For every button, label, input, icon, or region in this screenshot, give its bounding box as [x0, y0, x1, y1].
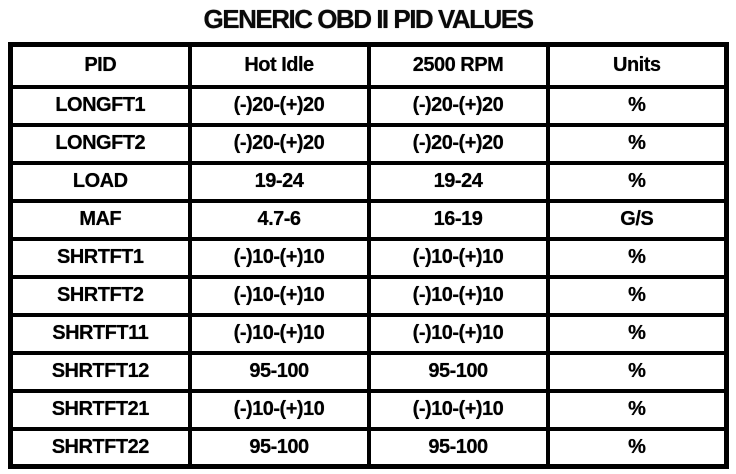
pid-cell: SHRTFT12	[8, 350, 192, 393]
table-row: MAF 4.7-6 16-19 G/S	[8, 198, 729, 241]
rpm-2500-cell: (-)20-(+)20	[366, 122, 550, 165]
hot-idle-cell: (-)10-(+)10	[187, 388, 371, 431]
pid-cell: LOAD	[8, 160, 192, 203]
rpm-2500-cell: (-)10-(+)10	[366, 388, 550, 431]
table-row: SHRTFT12 95-100 95-100 %	[8, 350, 729, 393]
col-header-units: Units	[545, 42, 729, 89]
rpm-2500-cell: 19-24	[366, 160, 550, 203]
table-row: LONGFT1 (-)20-(+)20 (-)20-(+)20 %	[8, 84, 729, 127]
hot-idle-cell: (-)20-(+)20	[187, 122, 371, 165]
hot-idle-cell: 19-24	[187, 160, 371, 203]
pid-cell: SHRTFT11	[8, 312, 192, 355]
col-header-2500-rpm: 2500 RPM	[366, 42, 550, 89]
units-cell: %	[545, 236, 729, 279]
table-row: SHRTFT1 (-)10-(+)10 (-)10-(+)10 %	[8, 236, 729, 279]
table-row: SHRTFT22 95-100 95-100 %	[8, 426, 729, 469]
page-title: GENERIC OBD II PID VALUES	[203, 4, 534, 34]
pid-cell: SHRTFT1	[8, 236, 192, 279]
rpm-2500-cell: (-)10-(+)10	[366, 236, 550, 279]
table-row: LONGFT2 (-)20-(+)20 (-)20-(+)20 %	[8, 122, 729, 165]
units-cell: %	[545, 426, 729, 469]
col-header-pid: PID	[8, 42, 192, 89]
units-cell: %	[545, 312, 729, 355]
pid-cell: LONGFT2	[8, 122, 192, 165]
units-cell: %	[545, 160, 729, 203]
hot-idle-cell: 4.7-6	[187, 198, 371, 241]
pid-cell: SHRTFT21	[8, 388, 192, 431]
pid-cell: SHRTFT2	[8, 274, 192, 317]
hot-idle-cell: (-)10-(+)10	[187, 274, 371, 317]
units-cell: %	[545, 84, 729, 127]
hot-idle-cell: 95-100	[187, 350, 371, 393]
hot-idle-cell: (-)20-(+)20	[187, 84, 371, 127]
pid-cell: MAF	[8, 198, 192, 241]
units-cell: %	[545, 350, 729, 393]
hot-idle-cell: (-)10-(+)10	[187, 236, 371, 279]
rpm-2500-cell: (-)10-(+)10	[366, 312, 550, 355]
hot-idle-cell: (-)10-(+)10	[187, 312, 371, 355]
hot-idle-cell: 95-100	[187, 426, 371, 469]
rpm-2500-cell: 95-100	[366, 426, 550, 469]
rpm-2500-cell: 95-100	[366, 350, 550, 393]
pid-cell: LONGFT1	[8, 84, 192, 127]
table-row: SHRTFT21 (-)10-(+)10 (-)10-(+)10 %	[8, 388, 729, 431]
units-cell: %	[545, 388, 729, 431]
col-header-hot-idle: Hot Idle	[187, 42, 371, 89]
pid-cell: SHRTFT22	[8, 426, 192, 469]
rpm-2500-cell: (-)20-(+)20	[366, 84, 550, 127]
table-row: SHRTFT2 (-)10-(+)10 (-)10-(+)10 %	[8, 274, 729, 317]
units-cell: %	[545, 274, 729, 317]
rpm-2500-cell: (-)10-(+)10	[366, 274, 550, 317]
table-row: SHRTFT11 (-)10-(+)10 (-)10-(+)10 %	[8, 312, 729, 355]
rpm-2500-cell: 16-19	[366, 198, 550, 241]
units-cell: G/S	[545, 198, 729, 241]
header-row: PID Hot Idle 2500 RPM Units	[8, 42, 729, 89]
pid-values-table: PID Hot Idle 2500 RPM Units LONGFT1 (-)2…	[8, 42, 729, 469]
units-cell: %	[545, 122, 729, 165]
table-row: LOAD 19-24 19-24 %	[8, 160, 729, 203]
